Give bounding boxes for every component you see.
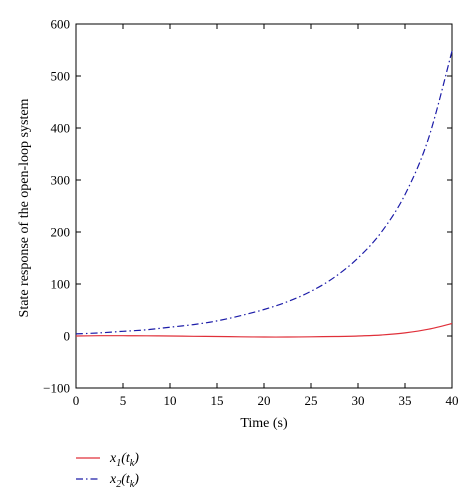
legend-item-x2: x2(tk) <box>76 472 139 490</box>
y-tick-label: 500 <box>51 69 71 84</box>
series-line-x2 <box>75 50 453 335</box>
y-tick-label: 0 <box>64 329 71 344</box>
y-tick-label: −100 <box>43 381 70 396</box>
x-tick-label: 40 <box>446 393 459 408</box>
x-tick-label: 35 <box>399 393 412 408</box>
x-tick-label: 15 <box>211 393 224 408</box>
x-tick-label: 25 <box>305 393 318 408</box>
legend-item-x1: x1(tk) <box>76 451 139 469</box>
series-layer <box>75 50 453 338</box>
y-tick-label: 300 <box>51 173 71 188</box>
legend: x1(tk) x2(tk) <box>76 451 139 490</box>
y-tick-label: 200 <box>51 225 71 240</box>
x-tick-label: 10 <box>164 393 177 408</box>
series-line-x1 <box>75 322 453 338</box>
x-axis-label: Time (s) <box>240 416 288 431</box>
y-tick-label: 400 <box>51 121 71 136</box>
y-tick-label: 600 <box>51 17 71 32</box>
x-tick-label: 5 <box>120 393 127 408</box>
x-tick-label: 0 <box>73 393 80 408</box>
x-tick-label: 20 <box>258 393 271 408</box>
legend-label-x2: x2(tk) <box>109 472 139 490</box>
y-axis-label: State response of the open-loop system <box>17 98 32 317</box>
y-tick-label: 100 <box>51 277 71 292</box>
x-tick-label: 30 <box>352 393 365 408</box>
legend-label-x1: x1(tk) <box>109 451 139 469</box>
axis-ticks <box>75 23 453 389</box>
